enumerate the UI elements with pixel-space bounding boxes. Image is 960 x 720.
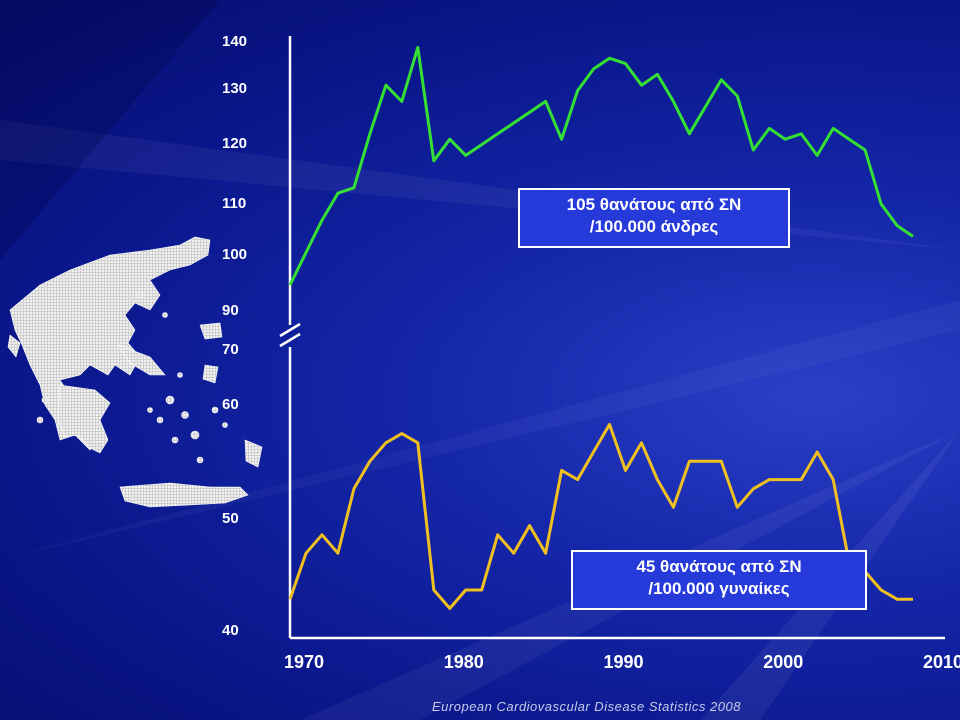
x-tick-label: 1970 — [283, 652, 325, 672]
x-tick-label: 2010 — [923, 652, 960, 672]
source-caption: European Cardiovascular Disease Statisti… — [432, 699, 741, 714]
women-annotation-box: 45 θανάτους από ΣΝ /100.000 γυναίκες — [571, 550, 867, 610]
x-tick-label: 1990 — [603, 652, 644, 672]
y-tick-label: 60 — [222, 396, 239, 413]
series-line-women — [288, 422, 913, 610]
axis-break-mark — [279, 322, 301, 338]
men-annotation-line1: 105 θανάτους από ΣΝ — [566, 195, 742, 214]
y-tick-label: 120 — [222, 135, 248, 152]
women-annotation-line1: 45 θανάτους από ΣΝ — [636, 557, 802, 576]
y-tick-label: 140 — [222, 33, 248, 50]
men-annotation-line2: /100.000 άνδρες — [589, 217, 719, 236]
y-tick-label: 40 — [222, 622, 239, 639]
y-tick-label: 130 — [222, 80, 248, 97]
greece-map-icon — [7, 236, 263, 508]
y-tick-label: 100 — [222, 246, 248, 263]
y-tick-label: 70 — [222, 341, 239, 358]
axis-break-mark — [279, 332, 301, 348]
x-tick-label: 2000 — [763, 652, 804, 672]
women-annotation-line2: /100.000 γυναίκες — [648, 579, 790, 598]
series-line-men — [288, 45, 914, 286]
men-annotation-box: 105 θανάτους από ΣΝ /100.000 άνδρες — [518, 188, 790, 248]
y-tick-label: 90 — [222, 302, 239, 319]
x-tick-label: 1980 — [443, 652, 484, 672]
chart-series — [288, 45, 914, 610]
y-tick-label: 50 — [222, 510, 239, 527]
chart-axes — [279, 36, 945, 640]
y-tick-label: 110 — [222, 195, 247, 212]
